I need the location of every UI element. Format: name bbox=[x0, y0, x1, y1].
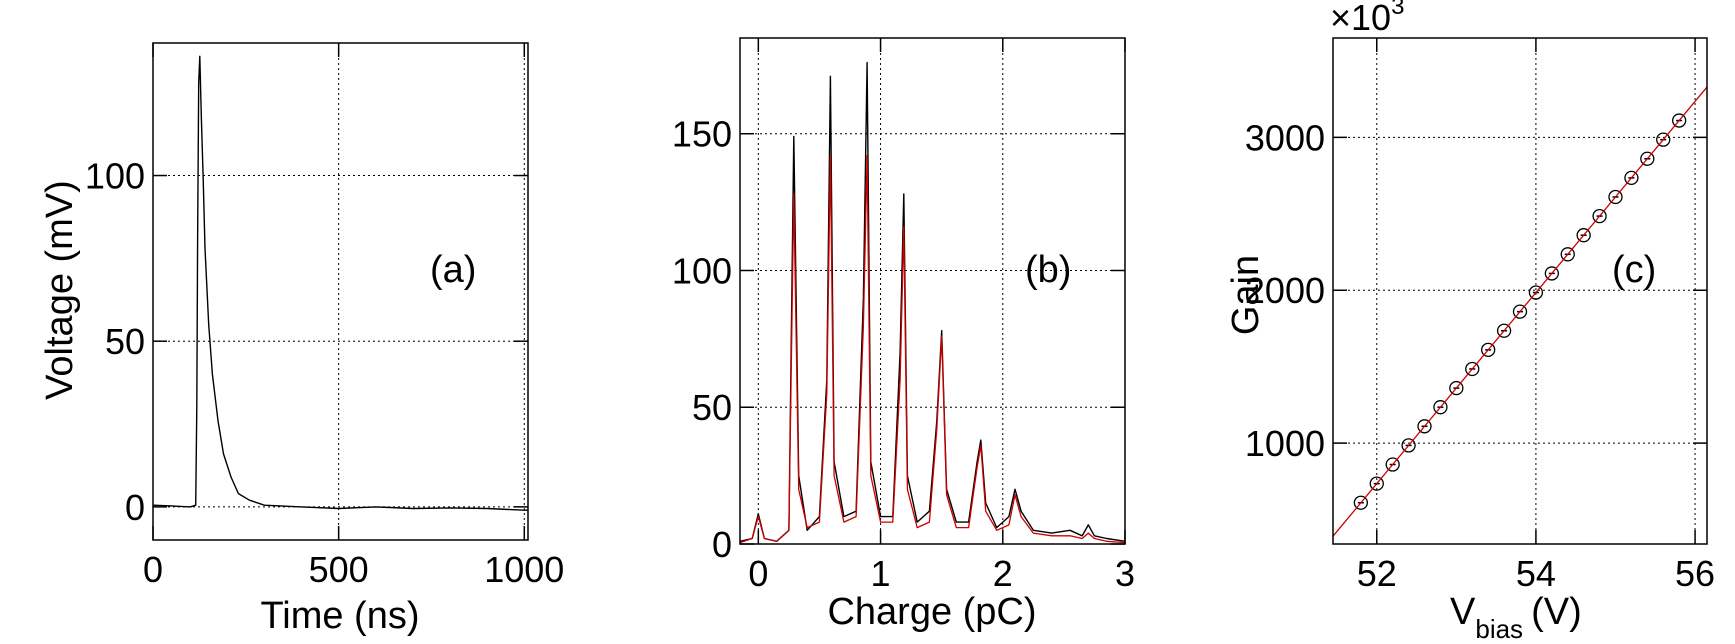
panel-b-ytick-label: 150 bbox=[672, 114, 732, 155]
panel-a-ticks: 0 500 1000 0 50 100 bbox=[85, 43, 564, 590]
panel-a-ytick-label: 50 bbox=[105, 321, 145, 362]
panel-a-ytick-label: 100 bbox=[85, 156, 145, 197]
panel-c: 52 54 56 1000 2000 3000 Vbias (V) Gain ×103 (c… bbox=[1225, 0, 1715, 644]
panel-c-xlabel-unit: (V) bbox=[1531, 591, 1582, 633]
panel-c-data-point bbox=[1528, 285, 1544, 300]
panel-c-ytick-label: 2000 bbox=[1245, 270, 1325, 311]
panel-c-multiplier: ×103 bbox=[1330, 0, 1404, 38]
panel-c-xtick-label: 52 bbox=[1357, 553, 1397, 594]
panel-c-data-point bbox=[1608, 189, 1623, 205]
panel-c-xtick-label: 54 bbox=[1516, 553, 1556, 594]
panel-c-series bbox=[1332, 86, 1708, 537]
panel-b-ytick-label: 50 bbox=[692, 387, 732, 428]
panel-c-xlabel-main: V bbox=[1450, 591, 1476, 633]
panel-c-data-point bbox=[1369, 476, 1384, 491]
panel-b-xtick-label: 2 bbox=[993, 553, 1013, 594]
panel-c-multiplier-exp: 3 bbox=[1391, 0, 1404, 20]
panel-c-multiplier-base: ×10 bbox=[1330, 0, 1391, 38]
panel-a-label: (a) bbox=[430, 249, 476, 291]
panel-a-ylabel: Voltage (mV) bbox=[39, 180, 81, 400]
panel-a-series-trace bbox=[152, 55, 528, 511]
panel-b: 0 1 2 3 0 50 100 150 Charge (pC) (b) bbox=[672, 37, 1135, 633]
panel-c-ylabel: Gain bbox=[1225, 255, 1267, 335]
panel-c-data-point bbox=[1656, 132, 1671, 147]
panel-c-data-point bbox=[1576, 228, 1591, 243]
panel-c-data-point bbox=[1671, 113, 1687, 128]
panel-c-frame bbox=[1332, 37, 1708, 545]
panel-a-series bbox=[152, 55, 528, 511]
panel-c-data-point bbox=[1481, 342, 1496, 358]
panel-c-ticks: 52 54 56 1000 2000 3000 bbox=[1245, 38, 1715, 594]
panel-a-frame bbox=[152, 42, 529, 541]
panel-b-series bbox=[739, 61, 1126, 544]
panel-b-xtick-label: 1 bbox=[871, 553, 891, 594]
panel-c-data-point bbox=[1465, 361, 1480, 377]
panel-c-ytick-label: 1000 bbox=[1245, 423, 1325, 464]
panel-a-xtick-label: 500 bbox=[309, 549, 369, 590]
panel-b-frame bbox=[739, 37, 1126, 545]
panel-c-grid bbox=[1333, 38, 1707, 544]
panel-c-data-point bbox=[1433, 400, 1448, 415]
panel-b-ytick-label: 0 bbox=[712, 524, 732, 565]
panel-c-data-point bbox=[1624, 170, 1639, 186]
panel-c-xtick-label: 56 bbox=[1675, 553, 1715, 594]
panel-a: 0 500 1000 0 50 100 Time (ns) Voltage (mV) (a… bbox=[39, 42, 564, 637]
panel-a-grid bbox=[152, 43, 528, 540]
panel-c-data-point bbox=[1592, 208, 1607, 224]
panel-c-xlabel-sub: bias bbox=[1475, 614, 1523, 644]
panel-c-series-fit bbox=[1332, 86, 1708, 537]
panel-a-xlabel: Time (ns) bbox=[260, 595, 419, 637]
panel-c-label: (c) bbox=[1612, 249, 1656, 291]
panel-b-xtick-label: 3 bbox=[1115, 553, 1135, 594]
panel-c-ytick-label: 3000 bbox=[1245, 117, 1325, 158]
panel-c-data-point bbox=[1449, 380, 1464, 396]
panel-b-xtick-label: 0 bbox=[748, 553, 768, 594]
panel-b-ytick-label: 100 bbox=[672, 250, 732, 291]
panel-b-series-fit bbox=[739, 154, 1126, 544]
panel-c-data-point bbox=[1496, 323, 1512, 338]
panel-c-data-point bbox=[1544, 266, 1559, 281]
panel-c-data-point bbox=[1512, 304, 1528, 319]
panel-c-data-point bbox=[1640, 151, 1655, 166]
panel-c-xlabel: Vbias (V) bbox=[1450, 591, 1582, 644]
panel-c-data-point bbox=[1385, 457, 1400, 472]
panel-c-data-point bbox=[1353, 495, 1369, 510]
panel-c-data-point bbox=[1560, 247, 1575, 262]
panel-b-ticks: 0 1 2 3 0 50 100 150 bbox=[672, 38, 1135, 594]
panel-b-xlabel: Charge (pC) bbox=[827, 591, 1036, 633]
panel-a-xtick-label: 0 bbox=[143, 549, 163, 590]
panel-a-ytick-label: 0 bbox=[125, 487, 145, 528]
panel-b-label: (b) bbox=[1025, 249, 1071, 291]
panel-c-data-point bbox=[1417, 419, 1432, 434]
panel-c-data-point bbox=[1401, 438, 1416, 453]
panel-a-xtick-label: 1000 bbox=[484, 549, 564, 590]
